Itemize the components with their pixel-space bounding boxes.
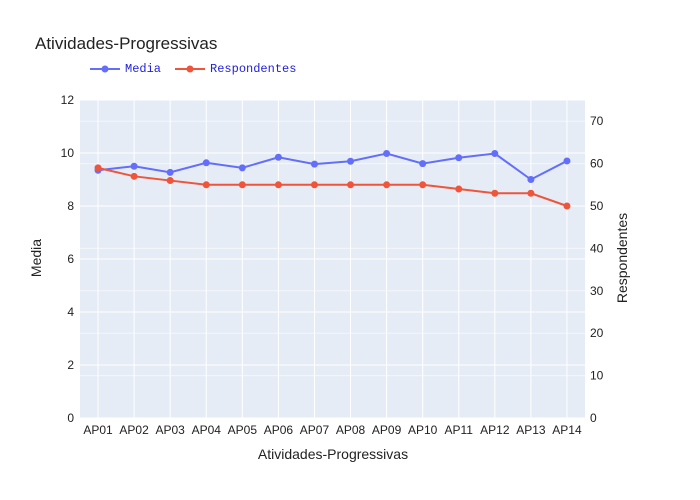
data-point-media (130, 162, 138, 170)
y-tick-label: 2 (67, 358, 74, 372)
data-point-respondentes (94, 164, 102, 172)
data-point-respondentes (238, 181, 246, 189)
data-point-respondentes (310, 181, 318, 189)
x-tick-label: AP08 (336, 423, 366, 437)
data-point-media (238, 164, 246, 172)
y-tick-label: 8 (67, 199, 74, 213)
y-tick-label: 12 (61, 93, 75, 107)
y-tick-label: 4 (67, 305, 74, 319)
x-tick-label: AP14 (552, 423, 582, 437)
x-tick-label: AP06 (264, 423, 294, 437)
data-point-media (383, 150, 391, 158)
data-point-media (310, 160, 318, 168)
data-point-respondentes (419, 181, 427, 189)
y2-tick-label: 60 (590, 157, 604, 171)
legend-label-respondentes: Respondentes (210, 62, 297, 76)
legend[interactable]: Media Respondentes (90, 62, 296, 76)
x-tick-label: AP12 (480, 423, 510, 437)
series-line-respondentes (97, 166, 568, 207)
x-tick-label: AP05 (228, 423, 258, 437)
x-tick-label: AP03 (155, 423, 185, 437)
data-point-respondentes (274, 181, 282, 189)
x-tick-label: AP13 (516, 423, 546, 437)
y-tick-label: 0 (67, 411, 74, 425)
chart-title: Atividades-Progressivas (35, 34, 218, 53)
data-point-media (274, 153, 282, 161)
y-tick-label: 6 (67, 252, 74, 266)
data-point-media (202, 159, 210, 167)
data-point-media (455, 154, 463, 162)
x-tick-label: AP02 (119, 423, 149, 437)
legend-swatch-respondentes (175, 65, 206, 73)
legend-item-respondentes[interactable]: Respondentes (175, 62, 296, 76)
legend-swatch-media (90, 65, 120, 73)
x-tick-label: AP04 (192, 423, 222, 437)
data-point-respondentes (202, 181, 210, 189)
x-tick-label: AP10 (408, 423, 438, 437)
y2-tick-label: 10 (590, 369, 604, 383)
data-point-respondentes (130, 172, 138, 180)
y-tick-label: 10 (61, 146, 75, 160)
legend-label-media: Media (125, 62, 162, 76)
data-point-media (347, 157, 355, 165)
y2-tick-label: 50 (590, 199, 604, 213)
data-point-respondentes (166, 177, 174, 185)
data-point-respondentes (527, 189, 535, 197)
y2-tick-label: 40 (590, 241, 604, 255)
data-point-respondentes (383, 181, 391, 189)
x-tick-label: AP07 (300, 423, 330, 437)
y-axis-title: Media (28, 238, 44, 278)
series-line-media (97, 152, 568, 181)
data-point-respondentes (491, 189, 499, 197)
y2-tick-label: 30 (590, 284, 604, 298)
x-tick-label: AP11 (445, 423, 474, 437)
data-point-media (166, 168, 174, 176)
data-point-respondentes (563, 202, 571, 210)
y2-axis-title: Respondentes (614, 212, 630, 304)
y2-tick-label: 20 (590, 326, 604, 340)
data-point-respondentes (455, 185, 463, 193)
data-point-respondentes (347, 181, 355, 189)
legend-item-media[interactable]: Media (90, 62, 161, 76)
x-tick-label: AP01 (83, 423, 113, 437)
data-point-media (527, 176, 535, 183)
data-point-media (491, 150, 499, 158)
y2-tick-label: 0 (590, 411, 597, 425)
y2-tick-label: 70 (590, 114, 604, 128)
x-axis-title: Atividades-Progressivas (257, 446, 409, 462)
x-tick-label: AP09 (372, 423, 402, 437)
data-point-media (419, 160, 427, 168)
data-point-media (563, 157, 571, 165)
